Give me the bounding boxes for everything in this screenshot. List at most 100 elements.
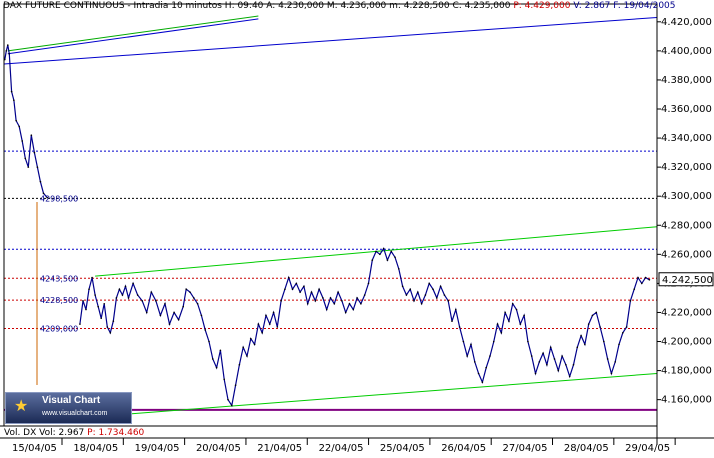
price-point	[515, 308, 518, 311]
price-point	[97, 305, 99, 308]
price-point	[168, 323, 171, 325]
x-tick-label: 18/04/05	[73, 443, 118, 454]
price-point	[132, 282, 134, 285]
last-price-label: 4.242,500	[662, 275, 713, 286]
price-point	[413, 300, 415, 302]
price-point	[100, 317, 102, 320]
price-point	[88, 288, 90, 291]
price-point	[504, 311, 506, 314]
price-point	[599, 326, 601, 328]
price-point	[124, 285, 127, 288]
price-point	[261, 332, 263, 334]
price-point	[337, 291, 339, 293]
price-point	[242, 346, 244, 349]
y-tick-label: 4.200,000	[661, 337, 712, 348]
trend-lines	[3, 15, 658, 415]
price-point	[432, 288, 434, 291]
price-point	[234, 384, 237, 386]
price-point	[629, 300, 632, 302]
price-point	[398, 268, 400, 270]
y-tick-label: 4.320,000	[661, 162, 712, 173]
price-point	[13, 99, 15, 102]
price-point	[268, 323, 271, 325]
volume-label: Vol. DX Vol: 2.967 P: 1.734.460	[4, 428, 144, 439]
instrument-name: DAX FUTURE CONTINUOUS	[3, 1, 125, 11]
price-point	[329, 297, 332, 299]
price-point	[382, 247, 385, 250]
price-point	[417, 291, 419, 293]
price-point	[568, 375, 571, 378]
price-point	[272, 311, 275, 314]
price-line	[4, 44, 48, 199]
price-point	[527, 340, 529, 343]
price-point	[344, 311, 347, 314]
price-point	[470, 343, 472, 346]
price-point	[109, 332, 112, 334]
price-point	[603, 340, 605, 343]
price-point	[30, 134, 33, 136]
trend-line	[7, 15, 259, 52]
price-point	[150, 291, 153, 293]
price-point	[159, 314, 162, 317]
level-label: 4228,500	[40, 296, 78, 305]
price-point	[173, 311, 175, 314]
x-tick-label: 29/04/05	[625, 443, 670, 454]
volume-text: Vol. DX Vol: 2.967	[4, 428, 85, 438]
price-point	[212, 358, 214, 360]
price-point	[534, 372, 537, 375]
price-point	[200, 314, 203, 317]
price-point	[310, 291, 313, 293]
price-point	[492, 340, 495, 343]
price-point	[447, 300, 449, 302]
visual-chart-logo: ★ Visual Chart www.visualchart.com	[5, 392, 132, 424]
price-point	[325, 308, 328, 311]
price-point	[572, 363, 575, 366]
x-tick-label: 22/04/05	[319, 443, 364, 454]
price-point	[118, 288, 121, 291]
price-point	[473, 361, 476, 363]
price-point	[496, 323, 499, 325]
price-point	[454, 308, 457, 311]
price-point	[622, 332, 624, 334]
price-point	[648, 278, 651, 281]
price-point	[182, 305, 184, 308]
price-point	[500, 332, 503, 334]
price-point	[257, 323, 260, 325]
price-point	[6, 44, 9, 46]
price-point	[284, 288, 286, 291]
x-tick-label: 21/04/05	[257, 443, 302, 454]
y-tick-label: 4.400,000	[661, 46, 712, 57]
plot-frame	[3, 3, 658, 427]
price-point	[360, 302, 362, 305]
price-point	[348, 302, 351, 305]
price-line	[79, 247, 650, 408]
level-label: 4298,500	[40, 194, 78, 203]
price-point	[644, 276, 647, 279]
y-tick-label: 4.180,000	[661, 366, 712, 377]
price-point	[565, 363, 567, 366]
price-point	[291, 288, 294, 291]
price-point	[591, 314, 594, 317]
price-point	[420, 302, 423, 305]
price-point	[549, 346, 552, 349]
price-point	[238, 363, 241, 366]
price-point	[606, 358, 609, 360]
y-tick-label: 4.340,000	[661, 133, 712, 144]
price-point	[106, 326, 109, 328]
price-point	[103, 302, 106, 305]
price-point	[5, 50, 8, 52]
price-point	[428, 282, 431, 285]
price-point	[584, 343, 586, 346]
price-point	[318, 288, 320, 291]
price-point	[401, 285, 404, 288]
x-tick-label: 19/04/05	[135, 443, 180, 454]
price-point	[386, 259, 389, 261]
price-point	[276, 326, 279, 328]
price-series	[3, 44, 651, 408]
p-value: P: 4.429,000	[513, 1, 571, 11]
price-point	[85, 308, 87, 311]
price-point	[530, 355, 533, 357]
hours-label: H: 09:40	[221, 1, 264, 11]
